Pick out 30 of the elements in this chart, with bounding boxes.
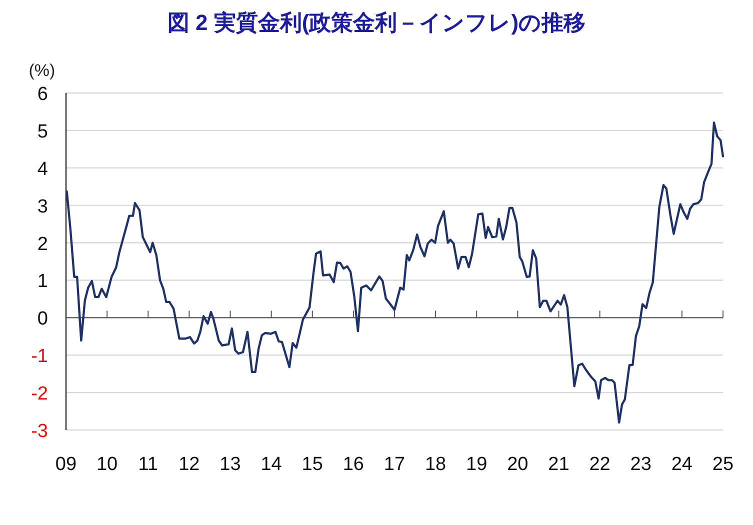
y-tick-label: 2 <box>37 234 48 255</box>
x-tick-label: 23 <box>630 454 652 475</box>
x-tick-label: 15 <box>302 454 323 475</box>
x-tick-label: 14 <box>260 454 282 475</box>
y-tick-label: 5 <box>37 121 48 142</box>
x-tick-label: 19 <box>466 454 488 475</box>
x-tick-label: 13 <box>220 454 241 475</box>
y-tick-label: -3 <box>31 421 48 442</box>
x-tick-label: 25 <box>712 454 734 475</box>
y-tick-label: 4 <box>37 158 48 180</box>
y-tick-label: 6 <box>37 84 48 105</box>
x-tick-label: 20 <box>507 454 528 475</box>
x-tick-label: 10 <box>96 454 118 475</box>
x-tick-label: 17 <box>384 454 406 475</box>
y-axis-title: (%) <box>28 61 56 80</box>
x-tick-label: 12 <box>178 454 200 475</box>
chart-title: 図 2 実質金利(政策金利－インフレ)の推移 <box>167 10 586 35</box>
y-tick-label: 1 <box>37 271 48 292</box>
line-series <box>66 121 724 424</box>
y-tick-label: -1 <box>31 346 48 368</box>
x-tick-label: 21 <box>548 454 570 475</box>
x-tick-label: 11 <box>138 454 158 475</box>
x-tick-label: 16 <box>342 454 364 475</box>
x-tick-label: 24 <box>671 454 693 475</box>
y-tick-label: 0 <box>37 308 48 330</box>
y-tick-label: -2 <box>31 384 48 405</box>
x-tick-label: 22 <box>589 454 610 475</box>
x-tick-label: 09 <box>55 454 77 475</box>
x-tick-label: 18 <box>424 454 446 475</box>
y-tick-label: 3 <box>37 196 48 218</box>
